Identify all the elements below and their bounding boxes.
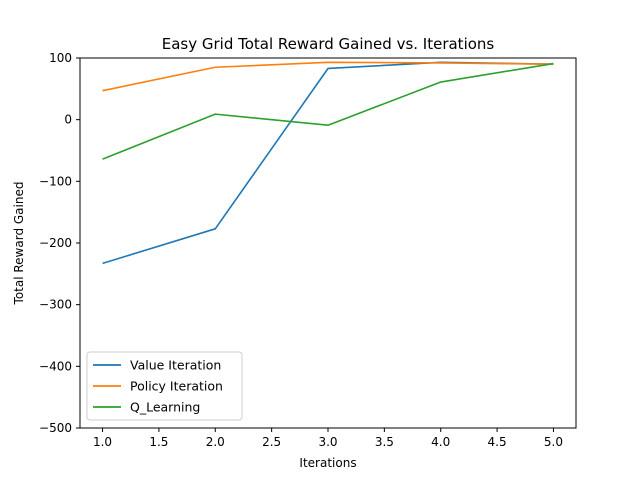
series-lines xyxy=(102,61,554,265)
x-tick-label: 2.5 xyxy=(262,435,281,449)
y-tick-label: −400 xyxy=(39,359,72,373)
y-tick-label: −500 xyxy=(39,421,72,435)
chart-title: Easy Grid Total Reward Gained vs. Iterat… xyxy=(162,35,495,53)
y-tick-label: 100 xyxy=(49,51,72,65)
series-line-q-learning xyxy=(102,62,554,160)
x-tick-label: 3.5 xyxy=(375,435,394,449)
x-axis-label: Iterations xyxy=(299,456,356,470)
legend-label: Q_Learning xyxy=(130,400,200,415)
series-line-policy-iteration xyxy=(102,61,554,92)
x-tick-label: 4.5 xyxy=(488,435,507,449)
y-tick-label: −300 xyxy=(39,298,72,312)
legend: Value Iteration Policy Iteration Q_Learnin… xyxy=(86,351,243,421)
y-axis-ticks: −500 −400 −300 −200 −100 0 100 xyxy=(39,51,80,435)
legend-label: Policy Iteration xyxy=(130,379,223,394)
legend-label: Value Iteration xyxy=(130,358,221,373)
x-tick-label: 1.5 xyxy=(149,435,168,449)
legend-box xyxy=(86,351,243,421)
x-axis-ticks: 1.0 1.5 2.0 2.5 3.0 3.5 4.0 4.5 5.0 xyxy=(93,428,563,449)
y-tick-label: −100 xyxy=(39,174,72,188)
plot-frame xyxy=(79,57,577,429)
x-tick-label: 2.0 xyxy=(206,435,225,449)
x-tick-label: 1.0 xyxy=(93,435,112,449)
x-tick-label: 4.0 xyxy=(431,435,450,449)
y-tick-label: −200 xyxy=(39,236,72,250)
x-tick-label: 5.0 xyxy=(544,435,563,449)
y-axis-label: Total Reward Gained xyxy=(12,182,26,306)
y-tick-label: 0 xyxy=(64,113,72,127)
x-tick-label: 3.0 xyxy=(318,435,337,449)
